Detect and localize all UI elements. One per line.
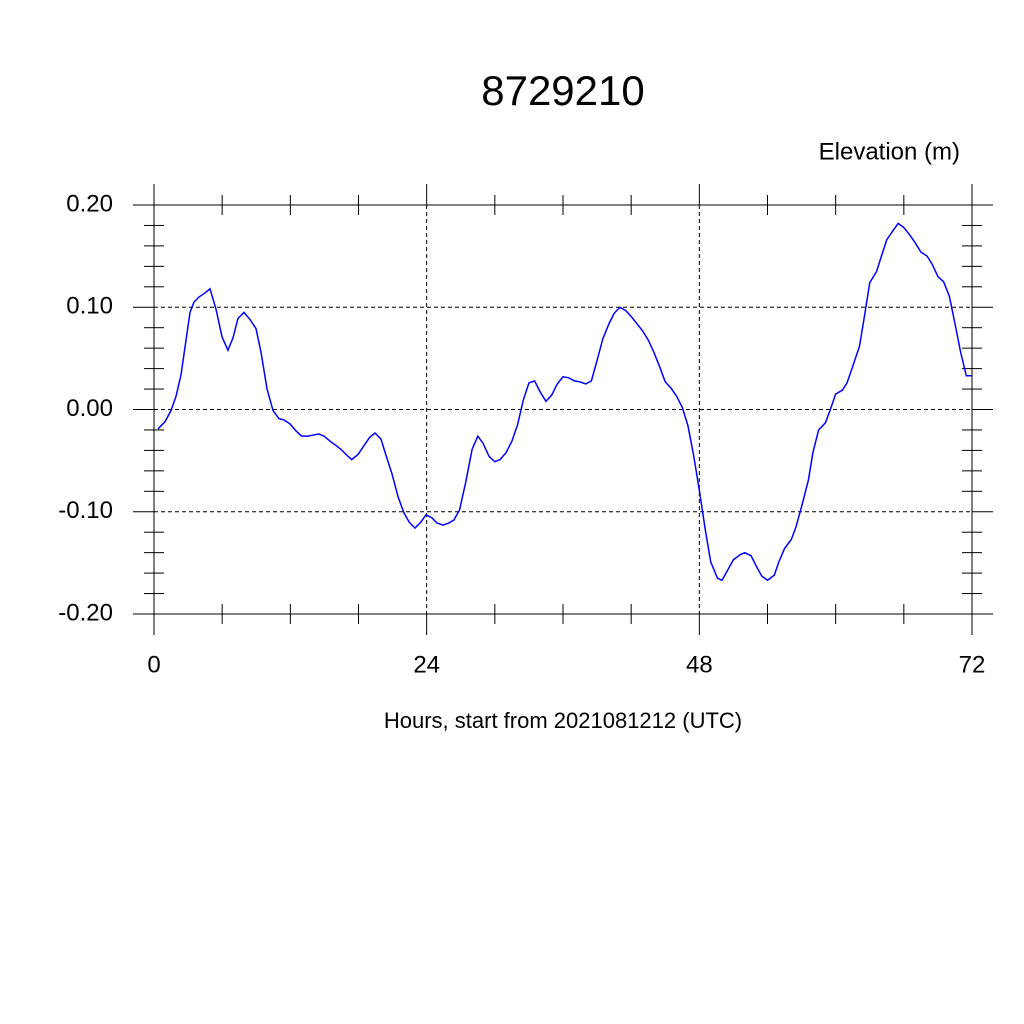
y-tick-label: 0.10 (66, 293, 113, 320)
x-axis-label: Hours, start from 2021081212 (UTC) (384, 708, 742, 733)
y-tick-label: 0.00 (66, 395, 113, 422)
y-tick-label: -0.20 (58, 599, 113, 626)
x-tick-label: 0 (147, 651, 160, 678)
chart-subtitle: Elevation (m) (819, 138, 960, 165)
chart-title: 8729210 (481, 67, 645, 114)
x-tick-label: 72 (959, 651, 986, 678)
plot-frame (153, 204, 973, 615)
x-tick-label: 48 (686, 651, 713, 678)
y-tick-label: -0.10 (58, 497, 113, 524)
data-line (157, 222, 972, 582)
x-tick-label: 24 (413, 651, 440, 678)
y-tick-label: 0.20 (66, 190, 113, 217)
